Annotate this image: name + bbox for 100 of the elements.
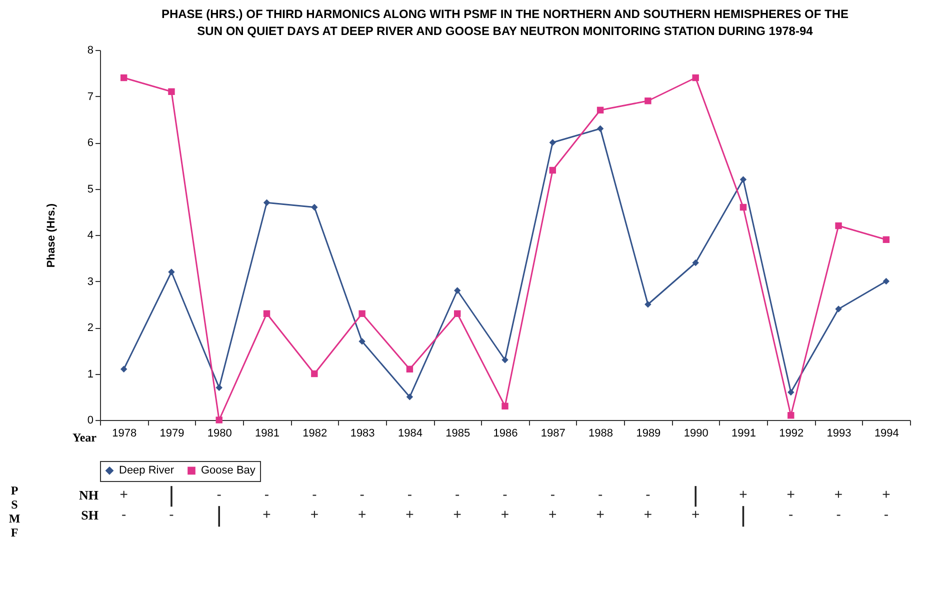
text: |	[216, 502, 222, 527]
text: -	[455, 486, 460, 502]
x-tick-label: 1984	[398, 428, 422, 440]
point	[454, 310, 461, 317]
text: +	[310, 506, 319, 522]
point	[311, 370, 318, 378]
text: -	[121, 506, 126, 522]
point	[835, 306, 842, 312]
x-tick-label: 1986	[493, 428, 518, 440]
text: NH	[79, 488, 98, 502]
text: +	[786, 486, 795, 502]
x-tick-label: 1989	[636, 428, 661, 440]
point	[168, 88, 175, 95]
text: |	[740, 502, 746, 527]
x-tick-label: 1982	[302, 428, 328, 440]
point	[882, 278, 890, 285]
point	[644, 98, 652, 104]
point	[882, 236, 890, 243]
point	[549, 166, 556, 174]
x-axis-title: Year	[72, 430, 98, 444]
x-tick-label: 1992	[779, 428, 804, 440]
chart-title: PHASE (HRS.) OF THIRD HARMONICS ALONG WITH PSMF IN THE NORTHERN AND SOUTHERN HEMISPHERES OF THE SUN ON QUIET DAYS AT DEEP RIVER AND GOOSE BAY NEUTRON MONITORING STATION DURING 1978-94	[161, 7, 849, 38]
text: -	[169, 506, 174, 522]
x-tick-label: 1993	[826, 428, 852, 440]
point	[406, 366, 414, 372]
text: +	[834, 486, 843, 502]
text: -	[360, 486, 365, 502]
legend-label: Deep River	[119, 464, 174, 477]
x-tick-label: 1991	[731, 428, 756, 440]
text: +	[406, 506, 414, 522]
y-tick-label: 3	[87, 276, 94, 288]
text: -	[788, 506, 794, 522]
point	[835, 222, 842, 230]
text: +	[120, 486, 128, 502]
text: -	[550, 486, 556, 502]
x-tick-label: 1985	[446, 428, 470, 440]
text: +	[691, 506, 700, 522]
text: +	[739, 486, 748, 502]
text: +	[644, 506, 652, 522]
x-tick-label: 1990	[684, 428, 708, 440]
point	[502, 356, 508, 364]
x-tick-label: 1981	[255, 428, 280, 440]
point	[454, 287, 461, 294]
text: -	[884, 506, 889, 522]
y-tick-label: 0	[87, 414, 94, 426]
text: -	[264, 486, 270, 502]
x-tick-label: 1987	[540, 428, 566, 440]
text: PSMF	[8, 484, 20, 540]
text: +	[596, 506, 604, 522]
text: -	[502, 486, 508, 502]
point	[502, 402, 508, 410]
text: -	[216, 486, 222, 502]
text: -	[407, 486, 412, 502]
point	[168, 268, 175, 276]
text: +	[453, 506, 462, 522]
text: +	[882, 486, 890, 502]
text: +	[500, 506, 510, 522]
x-tick-label: 1983	[350, 428, 375, 440]
text: |	[692, 482, 698, 507]
point	[358, 338, 366, 345]
text: +	[358, 506, 366, 522]
point	[644, 301, 652, 308]
text: +	[262, 506, 271, 522]
y-tick-label: 8	[87, 44, 94, 56]
point	[263, 310, 270, 317]
y-tick-label: 1	[87, 368, 94, 380]
point	[406, 394, 414, 400]
x-tick-label: 1980	[207, 428, 232, 440]
point	[216, 416, 222, 424]
x-tick-label: 1979	[160, 428, 184, 440]
point	[311, 204, 318, 211]
text: SH	[81, 508, 98, 522]
legend-label: Goose Bay	[201, 464, 256, 477]
point	[596, 106, 604, 114]
text: |	[168, 482, 174, 507]
point	[216, 384, 222, 391]
x-tick-label: 1978	[112, 428, 137, 440]
y-axis-title: Phase (Hrs.)	[46, 203, 58, 268]
text: -	[598, 486, 603, 502]
point	[120, 366, 128, 372]
text: +	[548, 506, 557, 522]
point	[788, 412, 794, 419]
point	[692, 74, 699, 82]
point	[596, 125, 604, 132]
y-tick-label: 7	[87, 90, 94, 103]
x-tick-label: 1994	[874, 428, 899, 440]
point	[549, 139, 556, 146]
text: -	[836, 506, 842, 522]
point	[692, 259, 699, 266]
y-tick-label: 4	[87, 230, 94, 242]
point	[120, 74, 128, 82]
point	[263, 199, 270, 206]
point	[740, 176, 747, 183]
point	[358, 310, 366, 317]
point	[740, 204, 747, 211]
x-tick-label: 1988	[588, 428, 614, 440]
text: -	[646, 486, 651, 502]
y-tick-label: 6	[87, 137, 94, 149]
y-tick-label: 2	[87, 322, 94, 334]
text: -	[312, 486, 318, 502]
